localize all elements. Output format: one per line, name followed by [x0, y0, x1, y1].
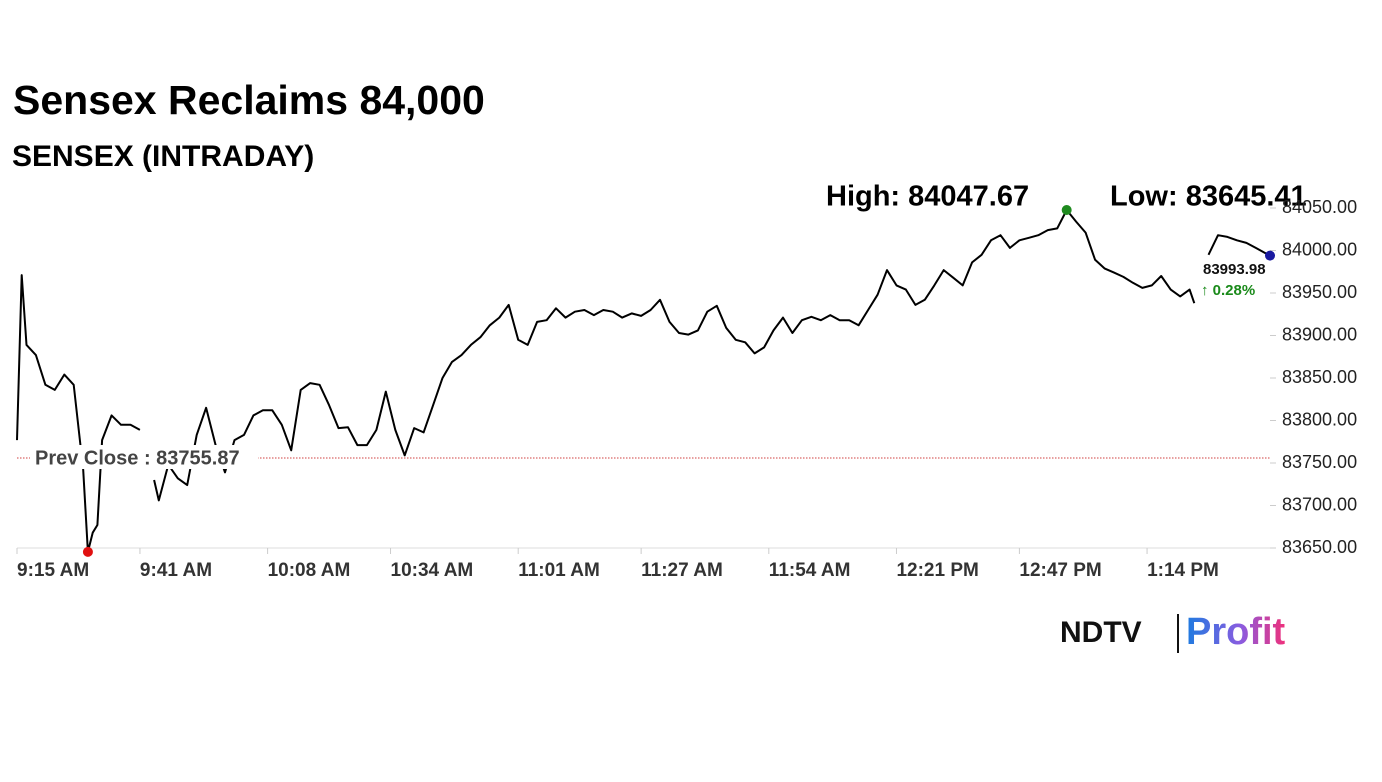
x-tick-label: 10:08 AM [268, 560, 351, 581]
low-label: Low: 83645.41 [1110, 181, 1307, 213]
x-tick-label: 11:01 AM [518, 560, 600, 581]
prev-close-label: Prev Close : 83755.87 [35, 447, 240, 469]
brand-logo: NDTV [1060, 616, 1142, 649]
x-tick-label: 12:47 PM [1019, 560, 1101, 581]
brand-product: Profit [1186, 611, 1286, 653]
last-value-label: 83993.98 [1203, 261, 1266, 278]
y-tick-label: 83650.00 [1282, 537, 1357, 557]
x-tick-label: 9:15 AM [17, 560, 89, 581]
y-tick-label: 83850.00 [1282, 367, 1357, 387]
y-tick-label: 84050.00 [1282, 197, 1357, 217]
high-label: High: 84047.67 [826, 181, 1029, 213]
price-line [16, 209, 1271, 553]
x-tick-label: 11:27 AM [641, 560, 723, 581]
high-dot [1061, 204, 1072, 215]
plot-area: 83650.00 83700.00 83750.00 83800.00 83850.00… [16, 197, 1357, 581]
chart-subtitle: SENSEX (INTRADAY) [12, 140, 314, 173]
y-tick-label: 83800.00 [1282, 409, 1357, 429]
chart-title: Sensex Reclaims 84,000 [13, 77, 485, 123]
last-dot [1265, 250, 1275, 261]
x-tick-label: 10:34 AM [391, 560, 474, 581]
y-tick-label: 83900.00 [1282, 324, 1357, 344]
prev-close-label-bg [30, 445, 258, 470]
x-tick-label: 11:54 AM [769, 560, 851, 581]
y-tick-label: 83950.00 [1282, 282, 1357, 302]
y-tick-label: 83700.00 [1282, 494, 1357, 514]
x-tick-label: 9:41 AM [140, 560, 212, 581]
change-label: ↑ 0.28% [1201, 282, 1255, 299]
x-tick-label: 12:21 PM [896, 560, 978, 581]
y-tick-label: 84000.00 [1282, 239, 1357, 259]
low-dot [82, 546, 93, 557]
x-tick-label: 1:14 PM [1147, 560, 1219, 581]
y-tick-label: 83750.00 [1282, 452, 1357, 472]
